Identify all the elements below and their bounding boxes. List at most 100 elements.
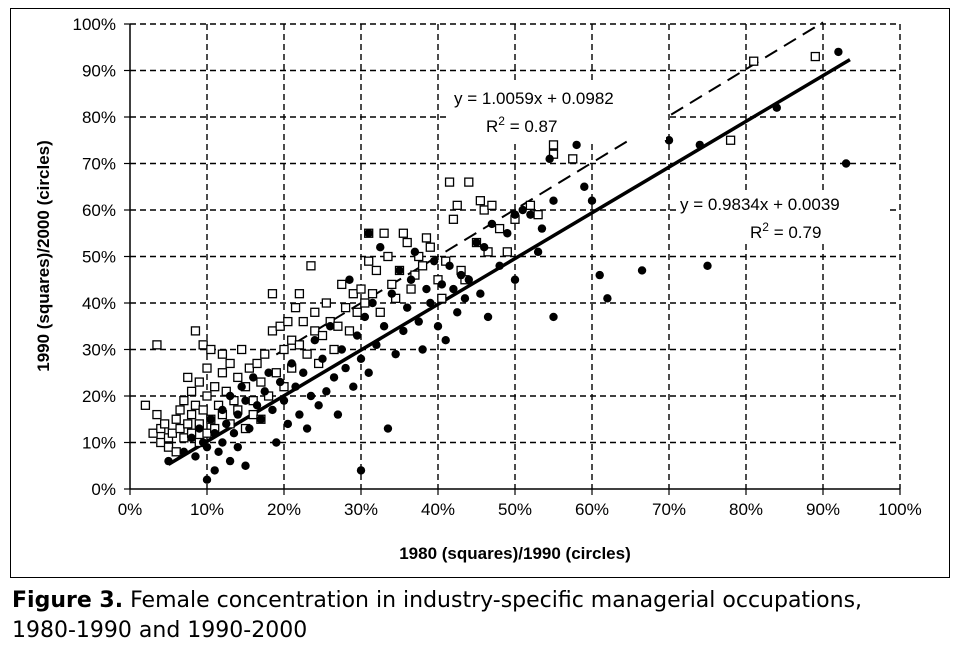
circle-point — [772, 103, 781, 112]
circle-point — [445, 261, 454, 270]
circle-point — [329, 373, 339, 382]
square-point — [267, 289, 278, 299]
square-point — [252, 358, 262, 369]
circle-point — [275, 377, 285, 387]
circle-point — [526, 210, 535, 219]
circle-point — [399, 326, 408, 336]
circle-point — [164, 456, 173, 466]
circle-point — [406, 275, 416, 284]
circle-point — [441, 336, 450, 345]
equation-box-squares — [448, 84, 666, 140]
circle-point — [356, 354, 366, 363]
square-point — [171, 414, 181, 424]
square-point — [302, 349, 312, 359]
r2-squares: R2 = 0.87 — [486, 114, 557, 136]
square-point — [810, 51, 820, 62]
square-point — [260, 349, 270, 359]
square-point — [494, 223, 505, 234]
circle-point — [272, 438, 281, 447]
circle-point — [349, 382, 358, 391]
circle-point — [637, 266, 647, 275]
circle-point — [295, 410, 304, 419]
circle-point — [210, 466, 219, 475]
square-point — [152, 409, 162, 420]
circle-point — [503, 229, 512, 238]
circle-point — [580, 182, 589, 191]
x-tick-label: 60% — [575, 500, 609, 519]
equation-box-circles — [676, 193, 888, 243]
x-tick-label: 30% — [344, 500, 378, 519]
square-point — [171, 447, 181, 457]
circle-point — [225, 456, 235, 466]
circle-point — [834, 47, 843, 57]
circle-point — [533, 247, 543, 257]
square-point — [233, 372, 243, 383]
circle-point — [603, 294, 612, 303]
square-point — [159, 419, 170, 429]
chart-frame — [10, 8, 950, 578]
square-point — [248, 409, 258, 420]
square-point — [202, 391, 212, 401]
data-points — [140, 47, 851, 484]
square-point — [163, 442, 174, 452]
circle-point — [487, 219, 497, 229]
square-point — [367, 289, 378, 299]
x-tick-label: 50% — [498, 500, 532, 519]
axes — [124, 23, 901, 495]
circle-point — [191, 452, 200, 461]
circle-point — [480, 243, 489, 252]
square-point — [337, 279, 347, 290]
circle-point — [310, 336, 319, 345]
circle-point — [364, 368, 373, 377]
circle-point — [395, 266, 404, 275]
figure-caption-text-2: 1980-1990 and 1990-2000 — [12, 618, 308, 643]
square-point — [360, 298, 370, 308]
y-tick-label: 30% — [82, 341, 116, 360]
trendlines — [167, 21, 851, 466]
circle-point — [376, 243, 385, 252]
square-point — [279, 344, 289, 355]
square-point — [310, 326, 320, 336]
trendline-squares — [275, 21, 824, 356]
trendline-circles — [167, 58, 851, 466]
circle-point — [187, 433, 196, 443]
y-tick-label: 70% — [82, 155, 116, 174]
square-point — [340, 302, 351, 313]
circle-point — [545, 154, 554, 164]
x-tick-label: 90% — [806, 500, 840, 519]
square-point — [175, 423, 185, 434]
circle-point — [356, 466, 366, 475]
square-point — [202, 428, 212, 438]
square-point — [271, 368, 281, 378]
square-point — [217, 349, 228, 359]
y-tick-labels: 0% 10% 20% 30% 40% 50% 60% 70% 80% 90% 100% — [73, 15, 116, 499]
circle-point — [318, 354, 327, 363]
square-point — [356, 284, 366, 294]
circle-point — [410, 247, 420, 257]
circle-point — [222, 419, 231, 429]
r2-circles: R2 = 0.79 — [750, 220, 821, 242]
square-point — [190, 400, 201, 410]
circle-point — [252, 401, 262, 410]
circle-point — [664, 136, 674, 145]
y-tick-label: 0% — [91, 480, 116, 499]
x-tick-label: 0% — [118, 500, 143, 519]
square-point — [275, 321, 285, 331]
square-point — [152, 340, 162, 350]
scatter-plot: 0% 10% 20% 30% 40% 50% 60% 70% 80% 90% 100% 0% 10% 2… — [34, 15, 922, 563]
y-axis-title: 1990 (squares)/2000 (circles) — [34, 140, 53, 372]
circle-point — [341, 363, 350, 373]
circle-point — [437, 280, 447, 289]
x-axis-title: 1980 (squares)/1990 (circles) — [399, 544, 631, 563]
square-point — [475, 196, 486, 206]
square-point — [256, 377, 266, 387]
equation-squares: y = 1.0059x + 0.0982 — [454, 89, 614, 108]
square-point — [156, 437, 166, 448]
square-point — [525, 200, 536, 211]
square-point — [568, 154, 578, 164]
square-point — [244, 363, 255, 373]
y-tick-label: 50% — [82, 248, 116, 267]
square-point — [183, 372, 193, 383]
circle-point — [245, 424, 254, 433]
circle-point — [218, 405, 227, 415]
